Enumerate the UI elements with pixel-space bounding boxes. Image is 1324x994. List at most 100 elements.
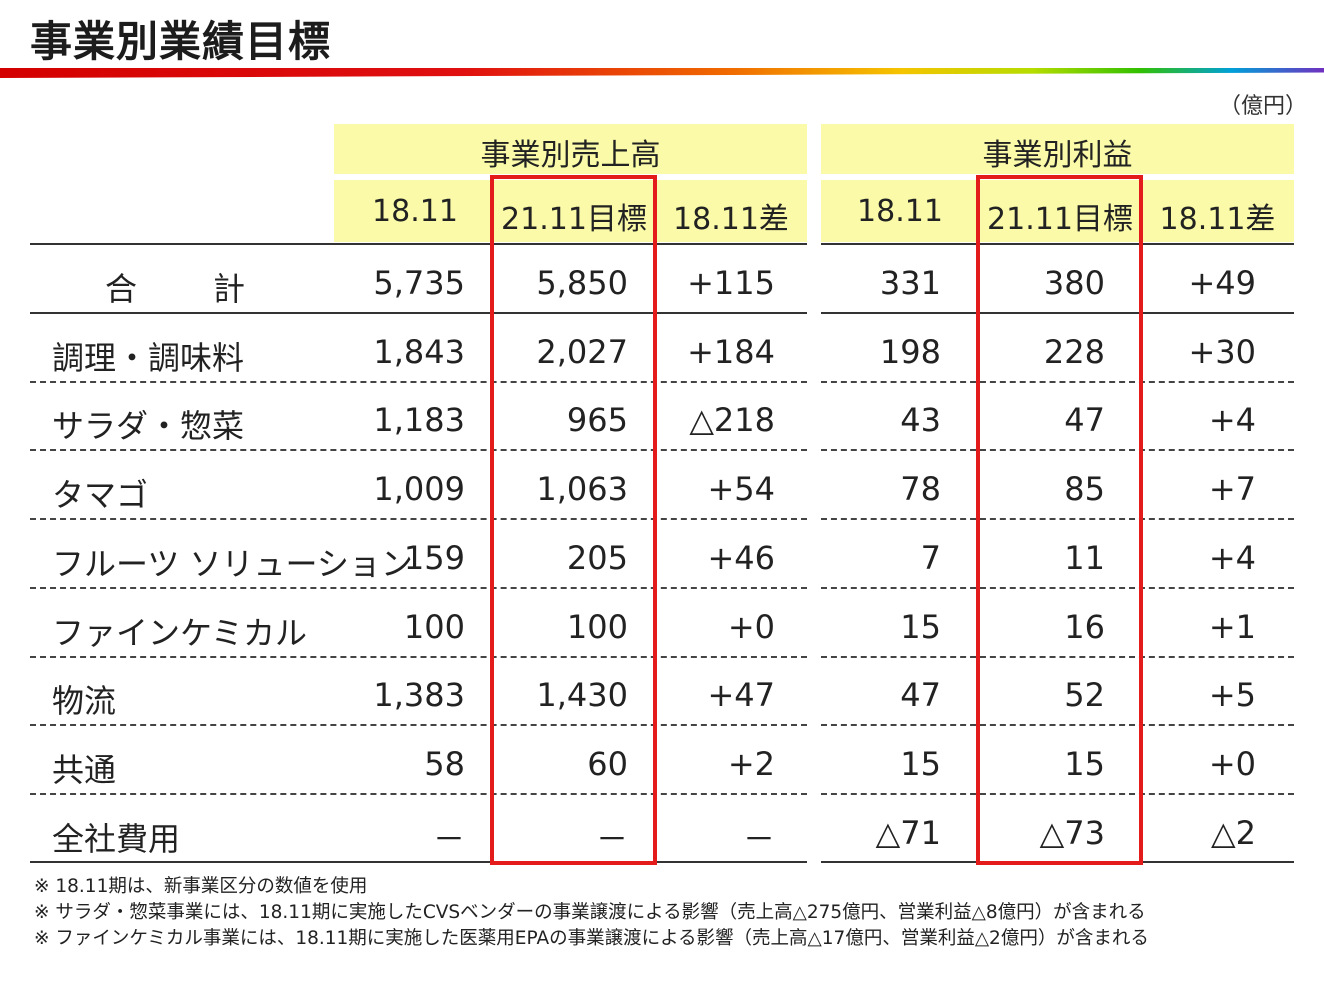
row-divider-right (821, 381, 1294, 383)
table-cell: +54 (707, 470, 775, 508)
table-cell: 5,735 (373, 264, 465, 302)
table-cell: +30 (1188, 333, 1256, 371)
row-label: フルーツ ソリューション (52, 545, 413, 583)
table-cell: － (432, 820, 465, 858)
table-cell: 228 (1043, 333, 1105, 371)
col-header-profit-1811: 18.11 (857, 194, 943, 229)
row-label: 物流 (52, 682, 117, 720)
table-cell: +115 (687, 264, 775, 302)
row-label: 共通 (52, 751, 117, 789)
table-cell: 78 (900, 470, 941, 508)
table-cell: △73 (1039, 814, 1105, 852)
col-header-sales-diff: 18.11差 (673, 202, 789, 237)
table-cell: 7 (920, 539, 941, 577)
table-cell: +47 (707, 676, 775, 714)
table-cell: 100 (566, 608, 628, 646)
header-rule-right (821, 243, 1294, 245)
row-divider-right (821, 724, 1294, 726)
row-divider-left (30, 793, 807, 795)
row-label: 調理・調味料 (52, 339, 245, 377)
col-header-sales-2111-target: 21.11目標 (501, 202, 647, 237)
table-cell: 52 (1064, 676, 1105, 714)
row-divider-right (821, 656, 1294, 658)
row-divider-left (30, 587, 807, 589)
target-highlight-profit (976, 175, 1143, 865)
footnote: ※ 18.11期は、新事業区分の数値を使用 (34, 876, 368, 897)
table-cell: +2 (727, 745, 775, 783)
sales-group-header (334, 124, 807, 174)
header-rule-left (30, 243, 807, 245)
table-cell: △2 (1211, 814, 1256, 852)
row-divider-right (821, 518, 1294, 520)
rainbow-divider (0, 68, 1324, 78)
table-cell: 16 (1064, 608, 1105, 646)
row-label: タマゴ (52, 476, 149, 514)
table-cell: +184 (687, 333, 775, 371)
table-cell: 15 (900, 745, 941, 783)
table-cell: 58 (424, 745, 465, 783)
table-cell: 15 (1064, 745, 1105, 783)
unit-label: （億円） (1219, 94, 1308, 119)
total-rule-left (30, 312, 807, 314)
row-divider-right (821, 449, 1294, 451)
profit-group-header (821, 124, 1294, 174)
sales-column-header-band (334, 180, 807, 242)
table-cell: 15 (900, 608, 941, 646)
table-cell: 159 (403, 539, 465, 577)
table-cell: △218 (689, 401, 775, 439)
table-cell: 5,850 (536, 264, 628, 302)
col-header-profit-diff: 18.11差 (1159, 202, 1276, 237)
table-cell: +5 (1208, 676, 1256, 714)
table-cell: 2,027 (536, 333, 628, 371)
profit-group-title: 事業別利益 (982, 138, 1133, 173)
table-cell: 85 (1064, 470, 1105, 508)
table-cell: +0 (1208, 745, 1256, 783)
row-divider-right (821, 793, 1294, 795)
table-cell: 331 (879, 264, 941, 302)
page-title: 事業別業績目標 (30, 17, 332, 66)
table-cell: +4 (1208, 401, 1256, 439)
row-label: 全社費用 (52, 820, 181, 858)
table-cell: － (742, 820, 775, 858)
table-cell: 1,063 (536, 470, 628, 508)
table-cell: +49 (1188, 264, 1256, 302)
table-cell: +46 (707, 539, 775, 577)
table-cell: 43 (900, 401, 941, 439)
table-cell: 100 (403, 608, 465, 646)
table-cell: 60 (587, 745, 628, 783)
table-cell: △71 (875, 814, 941, 852)
row-divider-left (30, 381, 807, 383)
table-cell: 1,843 (373, 333, 465, 371)
table-cell: 1,183 (373, 401, 465, 439)
row-label: ファインケミカル (52, 614, 308, 652)
table-cell: 1,383 (373, 676, 465, 714)
profit-column-header-band (821, 180, 1294, 242)
row-divider-left (30, 724, 807, 726)
row-label: 合 計 (105, 270, 250, 308)
row-divider-left (30, 656, 807, 658)
row-label: サラダ・惣菜 (52, 407, 245, 445)
table-cell: 205 (566, 539, 628, 577)
sales-group-title: 事業別売上高 (480, 138, 661, 173)
target-highlight-sales (490, 175, 657, 865)
table-cell: +4 (1208, 539, 1256, 577)
bottom-rule-left (30, 861, 807, 863)
table-cell: 1,430 (536, 676, 628, 714)
table-cell: +1 (1208, 608, 1256, 646)
table-cell: +7 (1208, 470, 1256, 508)
table-cell: 965 (566, 401, 628, 439)
footnote: ※ ファインケミカル事業には、18.11期に実施した医薬用EPAの事業譲渡による… (34, 928, 1149, 949)
col-header-profit-2111-target: 21.11目標 (987, 202, 1133, 237)
row-divider-right (821, 587, 1294, 589)
table-cell: +0 (727, 608, 775, 646)
table-cell: 11 (1064, 539, 1105, 577)
table-cell: 47 (900, 676, 941, 714)
table-cell: 380 (1043, 264, 1105, 302)
table-cell: 47 (1064, 401, 1105, 439)
total-rule-right (821, 312, 1294, 314)
table-cell: 198 (879, 333, 941, 371)
row-divider-left (30, 449, 807, 451)
row-divider-left (30, 518, 807, 520)
footnote: ※ サラダ・惣菜事業には、18.11期に実施したCVSベンダーの事業譲渡による影… (34, 902, 1146, 923)
col-header-sales-1811: 18.11 (372, 194, 458, 229)
